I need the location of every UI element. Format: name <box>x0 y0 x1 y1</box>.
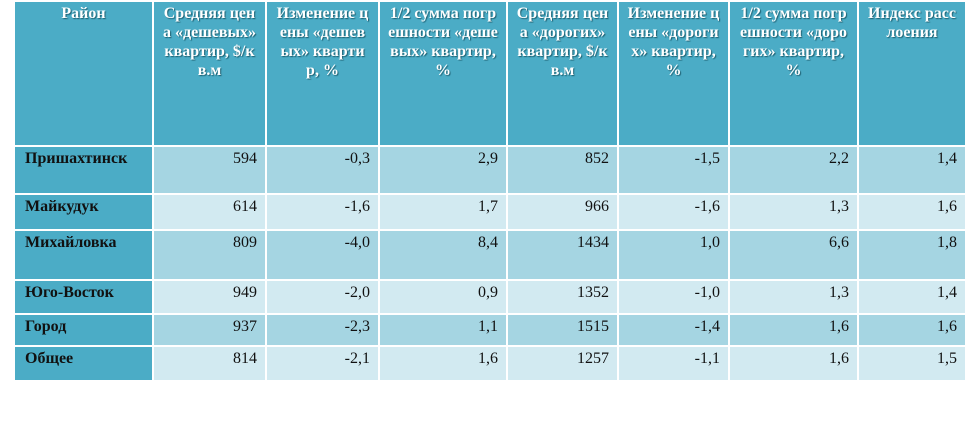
table-row: Михайловка 809 -4,0 8,4 1434 1,0 6,6 1,8 <box>13 229 967 281</box>
data-table: Район Средняя цена «дешевых» квартир, $/к… <box>13 0 967 382</box>
cell: 1434 <box>506 229 619 281</box>
table-body: Пришахтинск 594 -0,3 2,9 852 -1,5 2,2 1,4 Майкуд… <box>13 145 967 382</box>
cell: 614 <box>152 193 267 231</box>
cell: 1,1 <box>378 313 508 347</box>
cell: 6,6 <box>728 229 859 281</box>
cell: 809 <box>152 229 267 281</box>
cell: 966 <box>506 193 619 231</box>
header-cell: 1/2 сумма погрешности «дорогих» квартир,… <box>728 0 859 147</box>
cell: 594 <box>152 145 267 195</box>
cell: 1515 <box>506 313 619 347</box>
cell: 1,3 <box>728 193 859 231</box>
cell: 1257 <box>506 345 619 382</box>
cell: 1,5 <box>857 345 967 382</box>
cell: 1,7 <box>378 193 508 231</box>
cell: 1,6 <box>857 313 967 347</box>
header-cell: Изменение цены «дорогих» квартир, % <box>617 0 730 147</box>
cell: 1,3 <box>728 279 859 315</box>
header-cell: Средняя цена «дорогих» квартир, $/кв.м <box>506 0 619 147</box>
table-header: Район Средняя цена «дешевых» квартир, $/к… <box>13 0 967 147</box>
cell: 2,2 <box>728 145 859 195</box>
cell: 2,9 <box>378 145 508 195</box>
cell: -4,0 <box>265 229 380 281</box>
header-cell: 1/2 сумма погрешности «дешевых» квартир,… <box>378 0 508 147</box>
cell: 1,6 <box>728 345 859 382</box>
cell: 814 <box>152 345 267 382</box>
cell: 8,4 <box>378 229 508 281</box>
header-cell: Район <box>13 0 154 147</box>
header-cell: Изменение цены «дешевых» квартир, % <box>265 0 380 147</box>
row-label: Пришахтинск <box>13 145 154 195</box>
cell: -1,4 <box>617 313 730 347</box>
cell: -1,0 <box>617 279 730 315</box>
cell: -2,0 <box>265 279 380 315</box>
cell: 937 <box>152 313 267 347</box>
cell: 1,6 <box>728 313 859 347</box>
row-label: Юго-Восток <box>13 279 154 315</box>
cell: -0,3 <box>265 145 380 195</box>
row-label: Михайловка <box>13 229 154 281</box>
cell: 0,9 <box>378 279 508 315</box>
cell: 949 <box>152 279 267 315</box>
row-label: Город <box>13 313 154 347</box>
table-row: Юго-Восток 949 -2,0 0,9 1352 -1,0 1,3 1,4 <box>13 279 967 315</box>
table-row: Общее 814 -2,1 1,6 1257 -1,1 1,6 1,5 <box>13 345 967 382</box>
cell: -1,6 <box>265 193 380 231</box>
cell: 1,6 <box>378 345 508 382</box>
cell: 1,6 <box>857 193 967 231</box>
cell: -2,1 <box>265 345 380 382</box>
table-row: Город 937 -2,3 1,1 1515 -1,4 1,6 1,6 <box>13 313 967 347</box>
table-row: Майкудук 614 -1,6 1,7 966 -1,6 1,3 1,6 <box>13 193 967 231</box>
table-row: Пришахтинск 594 -0,3 2,9 852 -1,5 2,2 1,4 <box>13 145 967 195</box>
cell: 852 <box>506 145 619 195</box>
header-cell: Средняя цена «дешевых» квартир, $/кв.м <box>152 0 267 147</box>
cell: 1,4 <box>857 145 967 195</box>
cell: 1,0 <box>617 229 730 281</box>
row-label: Общее <box>13 345 154 382</box>
header-row: Район Средняя цена «дешевых» квартир, $/к… <box>13 0 967 147</box>
cell: 1,4 <box>857 279 967 315</box>
cell: 1352 <box>506 279 619 315</box>
cell: -1,1 <box>617 345 730 382</box>
cell: -1,6 <box>617 193 730 231</box>
cell: -2,3 <box>265 313 380 347</box>
row-label: Майкудук <box>13 193 154 231</box>
header-cell: Индекс расслоения <box>857 0 967 147</box>
cell: 1,8 <box>857 229 967 281</box>
cell: -1,5 <box>617 145 730 195</box>
